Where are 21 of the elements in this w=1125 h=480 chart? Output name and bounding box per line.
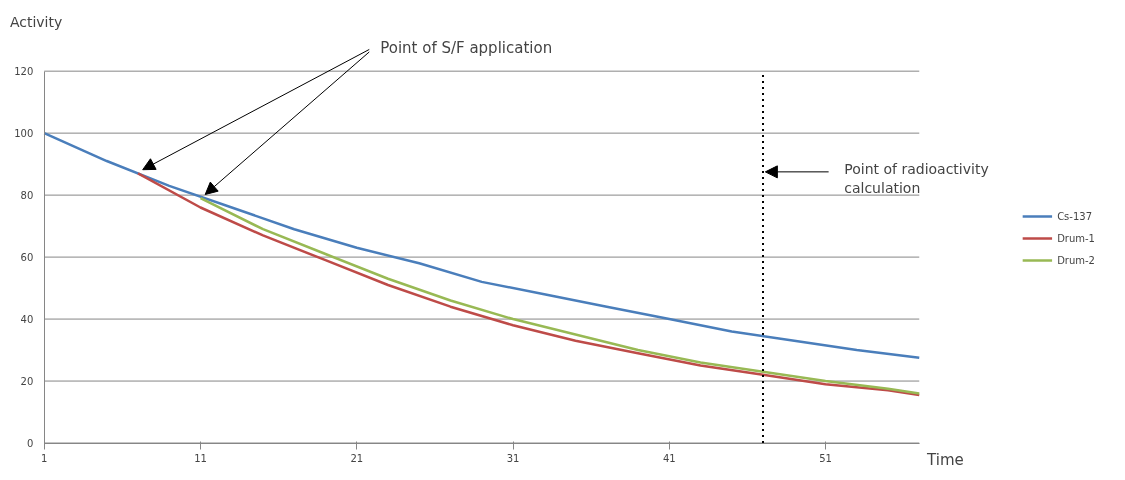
x-tick-label: 11 bbox=[194, 453, 207, 465]
x-axis-title: Time bbox=[926, 450, 964, 469]
x-tick-label: 21 bbox=[350, 453, 364, 465]
legend-label: Drum-2 bbox=[1057, 253, 1095, 267]
x-tick-label: 51 bbox=[819, 453, 832, 465]
x-tick-label: 41 bbox=[662, 453, 676, 465]
legend-label: Cs-137 bbox=[1057, 209, 1093, 223]
y-tick-label: 20 bbox=[20, 376, 34, 388]
y-tick-label: 100 bbox=[14, 128, 34, 140]
line-series bbox=[199, 196, 921, 395]
y-tick-label: 0 bbox=[26, 438, 34, 450]
legend-label: Drum-1 bbox=[1057, 231, 1095, 245]
y-axis-title: Activity bbox=[9, 13, 63, 30]
y-tick-label: 80 bbox=[20, 190, 34, 202]
y-tick-label: 40 bbox=[20, 314, 34, 326]
x-tick-label: 1 bbox=[41, 453, 48, 465]
y-tick-label: 120 bbox=[14, 66, 34, 78]
y-tick-label: 60 bbox=[20, 252, 34, 264]
annotation: Point of S/F application bbox=[380, 38, 553, 57]
x-tick-label: 31 bbox=[506, 453, 520, 465]
ref-line-label: Point of radioactivity calculation bbox=[844, 161, 989, 197]
